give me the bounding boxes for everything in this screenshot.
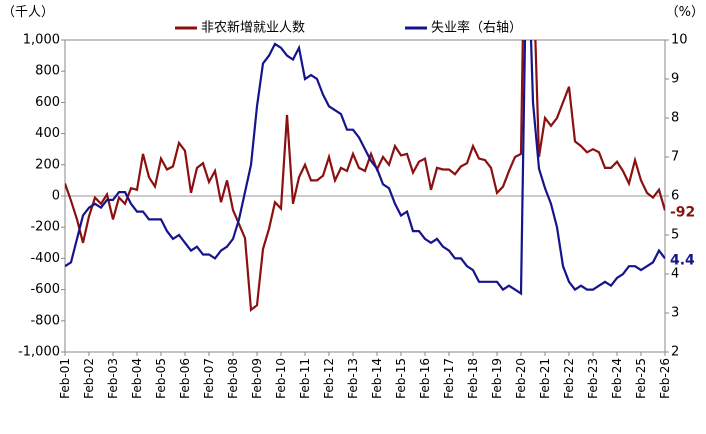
y-tick-label: -200 <box>30 220 60 235</box>
y-tick-label: -400 <box>30 251 60 266</box>
y2-tick-label: 2 <box>671 345 679 360</box>
x-tick-label: Feb-09 <box>250 358 264 399</box>
x-tick-label: Feb-08 <box>226 358 240 399</box>
plot-area <box>65 40 665 313</box>
end-label: -92 <box>670 204 695 220</box>
end-label: 4.4 <box>670 252 695 268</box>
x-tick-label: Feb-25 <box>634 358 648 399</box>
y2-tick-label: 10 <box>671 33 688 48</box>
y2-tick-label: 3 <box>671 306 679 321</box>
x-tick-label: Feb-17 <box>442 358 456 399</box>
series-line <box>65 40 665 296</box>
x-tick-label: Feb-12 <box>322 358 336 399</box>
y-tick-label: 400 <box>35 126 60 141</box>
x-tick-label: Feb-05 <box>154 358 168 399</box>
y-tick-label: 1,000 <box>23 33 60 48</box>
x-tick-label: Feb-13 <box>346 358 360 399</box>
x-tick-label: Feb-23 <box>586 358 600 399</box>
y-tick-label: -600 <box>30 282 60 297</box>
x-tick-label: Feb-11 <box>298 358 312 399</box>
x-tick-label: Feb-10 <box>274 358 288 399</box>
right-axis-unit: （%） <box>666 5 704 20</box>
y2-tick-label: 4 <box>671 267 679 282</box>
y-tick-label: 0 <box>52 189 60 204</box>
x-tick-label: Feb-06 <box>178 358 192 399</box>
x-tick-label: Feb-21 <box>538 358 552 399</box>
y2-tick-label: 9 <box>671 72 679 87</box>
x-tick-label: Feb-22 <box>562 358 576 399</box>
x-tick-label: Feb-03 <box>106 358 120 399</box>
series-line <box>65 40 665 313</box>
x-tick-label: Feb-02 <box>82 358 96 399</box>
legend-label: 失业率（右轴） <box>431 20 522 36</box>
y2-tick-label: 5 <box>671 228 679 243</box>
x-tick-label: Feb-20 <box>514 358 528 399</box>
left-axis-unit: （千人） <box>2 5 54 20</box>
y-tick-label: 800 <box>35 64 60 79</box>
legend-label: 非农新增就业人数 <box>201 20 305 36</box>
x-tick-label: Feb-26 <box>658 358 672 399</box>
x-tick-label: Feb-07 <box>202 358 216 399</box>
y2-tick-label: 7 <box>671 150 679 165</box>
x-tick-label: Feb-19 <box>490 358 504 399</box>
y2-tick-label: 8 <box>671 111 679 126</box>
x-tick-label: Feb-14 <box>370 358 384 399</box>
y-tick-label: 200 <box>35 157 60 172</box>
y2-tick-label: 6 <box>671 189 679 204</box>
x-tick-label: Feb-15 <box>394 358 408 399</box>
x-tick-label: Feb-24 <box>610 358 624 399</box>
y-tick-label: -800 <box>30 313 60 328</box>
x-tick-label: Feb-04 <box>130 358 144 399</box>
x-tick-label: Feb-01 <box>58 358 72 399</box>
x-tick-label: Feb-18 <box>466 358 480 399</box>
x-tick-label: Feb-16 <box>418 358 432 399</box>
y-tick-label: 600 <box>35 95 60 110</box>
y-tick-label: -1,000 <box>18 345 60 360</box>
